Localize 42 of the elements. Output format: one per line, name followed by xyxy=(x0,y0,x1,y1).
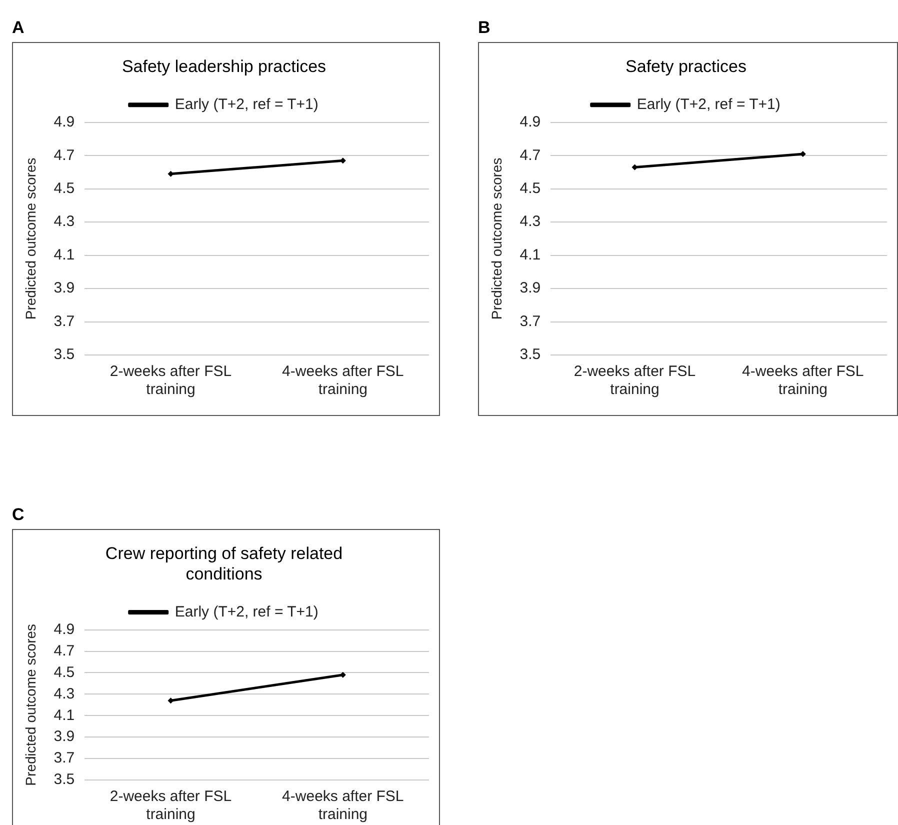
y-tick-label: 4.1 xyxy=(54,706,75,724)
text: B xyxy=(478,18,492,39)
y-tick-label: 3.9 xyxy=(520,280,541,297)
y-tick-label: 4.7 xyxy=(54,642,75,660)
y-tick-label: 3.7 xyxy=(520,312,541,330)
y-tick-label: 4.3 xyxy=(54,213,75,230)
legend-label: Early (T+2, ref = T+1) xyxy=(174,603,318,620)
chart-title: Safety leadership practices xyxy=(122,56,326,76)
x-tick-label: 4-weeks after FSL training xyxy=(282,363,404,398)
y-tick-label: 3.5 xyxy=(520,346,541,364)
y-tick-label: 4.9 xyxy=(520,114,541,131)
y-axis-title: Predicted outcome scores xyxy=(488,158,504,320)
y-tick-label: 4.9 xyxy=(54,620,75,638)
y-tick-label: 4.1 xyxy=(520,246,541,264)
y-tick-label: 4.5 xyxy=(54,180,75,197)
y-tick-label: 3.7 xyxy=(54,750,75,767)
legend-label: Early (T+2, ref = T+1) xyxy=(636,96,780,114)
y-tick-label: 3.9 xyxy=(54,280,75,297)
y-tick-label: 3.9 xyxy=(54,728,75,746)
x-tick-label: 4-weeks after FSL training xyxy=(282,788,404,824)
y-tick-label: 4.7 xyxy=(54,146,75,164)
x-tick-label: 4-weeks after FSL training xyxy=(742,363,864,398)
x-tick-label: 2-weeks after FSL training xyxy=(110,363,232,398)
y-tick-label: 4.3 xyxy=(54,685,75,702)
y-tick-label: 4.1 xyxy=(54,246,75,264)
x-tick-label: 2-weeks after FSL training xyxy=(574,363,696,398)
chart-title: Crew reporting of safety related conditions xyxy=(105,544,343,584)
y-tick-label: 4.3 xyxy=(520,213,541,230)
y-tick-label: 3.7 xyxy=(54,312,75,330)
y-axis-title: Predicted outcome scores xyxy=(22,158,38,320)
y-axis-title: Predicted outcome scores xyxy=(22,624,38,786)
text: A xyxy=(12,18,26,39)
y-tick-label: 4.9 xyxy=(54,114,75,131)
text: C xyxy=(12,505,26,526)
legend-label: Early (T+2, ref = T+1) xyxy=(174,96,318,114)
chart-title: Safety practices xyxy=(626,56,746,76)
y-tick-label: 4.7 xyxy=(520,146,541,164)
y-tick-label: 3.5 xyxy=(54,771,75,788)
y-tick-label: 3.5 xyxy=(54,346,75,364)
x-tick-label: 2-weeks after FSL training xyxy=(110,788,232,824)
y-tick-label: 4.5 xyxy=(54,664,75,681)
y-tick-label: 4.5 xyxy=(520,180,541,197)
